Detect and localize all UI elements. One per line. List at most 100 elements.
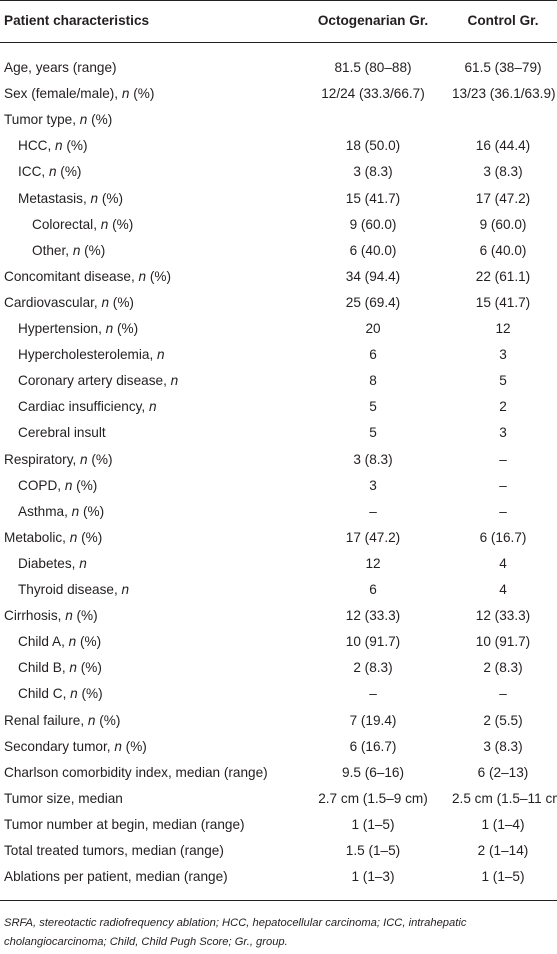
row-label-n: n [114, 738, 122, 754]
row-label-suffix: (%) [72, 608, 98, 624]
row-label-n: n [69, 529, 78, 545]
row-label: Other, n (%) [32, 243, 105, 258]
table-row: Concomitant disease, n (%) 34 (94.4) 22 (6… [0, 264, 557, 290]
control-value: 3 [499, 347, 507, 363]
row-label-n: n [121, 582, 130, 597]
row-label-n: n [170, 373, 179, 389]
row-label: Sex (female/male), n (%) [4, 86, 154, 101]
table-row: Hypercholesterolemia, n 6 3 [0, 342, 557, 368]
header-patient-characteristics: Patient characteristics [4, 13, 150, 28]
row-label: Coronary artery disease, n [18, 373, 178, 388]
row-label-n: n [121, 86, 130, 102]
row-label-text: Cardiac insufficiency, [18, 399, 149, 415]
table-row: Child B, n (%) 2 (8.3) 2 (8.3) [0, 655, 557, 681]
octogenarian-value: 3 (8.3) [353, 164, 393, 180]
row-label-suffix: (%) [80, 242, 106, 258]
table-row: Sex (female/male), n (%) 12/24 (33.3/66.7… [0, 81, 557, 107]
table-footnote: SRFA, stereotactic radiofrequency ablati… [4, 917, 467, 948]
octogenarian-value: 3 [369, 477, 377, 493]
control-value: 2 (1–14) [477, 843, 529, 858]
header-control-group: Control Gr. [467, 13, 539, 28]
octogenarian-value: 18 (50.0) [345, 138, 401, 154]
row-label-text: Secondary tumor, [4, 738, 115, 754]
table-row: ICC, n (%) 3 (8.3) 3 (8.3) [0, 159, 557, 185]
row-label-text: HCC, [18, 138, 56, 154]
control-value: 61.5 (38–79) [464, 60, 542, 75]
row-label-text: Child C, [18, 686, 71, 702]
row-label-suffix: (%) [129, 86, 155, 102]
row-label: Secondary tumor, n (%) [4, 739, 147, 754]
octogenarian-value: 12 (33.3) [345, 608, 401, 624]
row-label: Child A, n (%) [18, 634, 101, 649]
octogenarian-value: 34 (94.4) [345, 268, 401, 284]
octogenarian-value: 10 (91.7) [345, 634, 401, 650]
row-label: Child C, n (%) [18, 686, 103, 701]
row-label: ICC, n (%) [18, 164, 81, 179]
control-value: 3 (8.3) [483, 738, 523, 754]
table-row: Tumor size, median 2.7 cm (1.5–9 cm) 2.5 c… [0, 786, 557, 812]
control-value: 2 (5.5) [483, 712, 523, 728]
row-label-text: Child A, [18, 634, 69, 650]
control-value: 6 (40.0) [479, 242, 527, 258]
row-label-text: Thyroid disease, [18, 582, 122, 597]
table-row: Other, n (%) 6 (40.0) 6 (40.0) [0, 238, 557, 264]
row-label-text: Diabetes, [18, 555, 80, 571]
table-row: HCC, n (%) 18 (50.0) 16 (44.4) [0, 133, 557, 159]
row-label: Cardiovascular, n (%) [4, 295, 134, 310]
row-label: Renal failure, n (%) [4, 713, 120, 728]
octogenarian-value: 25 (69.4) [345, 294, 401, 310]
octogenarian-value: 3 (8.3) [353, 451, 393, 467]
row-label-n: n [68, 634, 77, 650]
row-label-text: Coronary artery disease, [18, 373, 171, 389]
row-label: Metabolic, n (%) [4, 530, 102, 545]
row-label: Charlson comorbidity index, median (rang… [4, 765, 268, 780]
row-label-text: Age, years (range) [4, 60, 117, 75]
table-row: Coronary artery disease, n 8 5 [0, 368, 557, 394]
table-row: Child A, n (%) 10 (91.7) 10 (91.7) [0, 629, 557, 655]
octogenarian-value: 5 [369, 425, 377, 441]
table-row: Cardiac insufficiency, n 5 2 [0, 394, 557, 420]
octogenarian-value: 7 (19.4) [349, 712, 397, 728]
control-value: 12 (33.3) [475, 608, 531, 624]
octogenarian-value: 9.5 (6–16) [342, 764, 404, 780]
table-row: Metabolic, n (%) 17 (47.2) 6 (16.7) [0, 525, 557, 551]
table-row: Age, years (range) 81.5 (80–88) 61.5 (38–7… [0, 55, 557, 81]
octogenarian-value: 8 [369, 373, 377, 389]
row-label-n: n [79, 555, 87, 571]
row-label-text: Renal failure, [4, 712, 88, 728]
table-row: Metastasis, n (%) 15 (41.7) 17 (47.2) [0, 186, 557, 212]
row-label-text: Asthma, [18, 503, 72, 519]
row-label-n: n [64, 477, 73, 493]
octogenarian-value: 1.5 (1–5) [345, 843, 401, 858]
row-label: Asthma, n (%) [18, 504, 104, 519]
row-label-n: n [100, 216, 109, 232]
row-label: Tumor number at begin, median (range) [4, 817, 245, 832]
row-label-text: Cirrhosis, [4, 608, 66, 624]
row-label-n: n [80, 451, 88, 467]
row-label-text: Colorectal, [32, 216, 101, 232]
octogenarian-value: 2.7 cm (1.5–9 cm) [318, 790, 428, 806]
octogenarian-value: 20 [365, 321, 381, 336]
control-value: 2 [499, 399, 507, 415]
row-label-n: n [70, 686, 78, 702]
row-label-suffix: (%) [87, 112, 113, 128]
octogenarian-value: 12 [365, 555, 381, 571]
row-label-suffix: (%) [77, 686, 103, 702]
octogenarian-value: 6 [369, 347, 377, 363]
row-label-text: Ablations per patient, median (range) [4, 869, 228, 885]
control-value: 10 (91.7) [475, 634, 531, 650]
table-row: Total treated tumors, median (range) 1.5 … [0, 838, 557, 864]
octogenarian-value: 9 (60.0) [349, 216, 397, 232]
row-label-suffix: (%) [113, 321, 139, 336]
table-row: Tumor number at begin, median (range) 1 (… [0, 812, 557, 838]
control-value: 4 [499, 582, 507, 597]
row-label-text: Tumor number at begin, median (range) [4, 816, 245, 832]
octogenarian-value: 2 (8.3) [353, 660, 393, 676]
control-value: 1 (1–4) [481, 816, 525, 832]
table-header-rule [0, 42, 557, 43]
octogenarian-value: 5 [369, 399, 377, 415]
table-row: Thyroid disease, n 6 4 [0, 577, 557, 603]
row-label-text: Respiratory, [4, 451, 81, 467]
table-row: Child C, n (%) – – [0, 681, 557, 707]
row-label-suffix: (%) [76, 634, 102, 650]
